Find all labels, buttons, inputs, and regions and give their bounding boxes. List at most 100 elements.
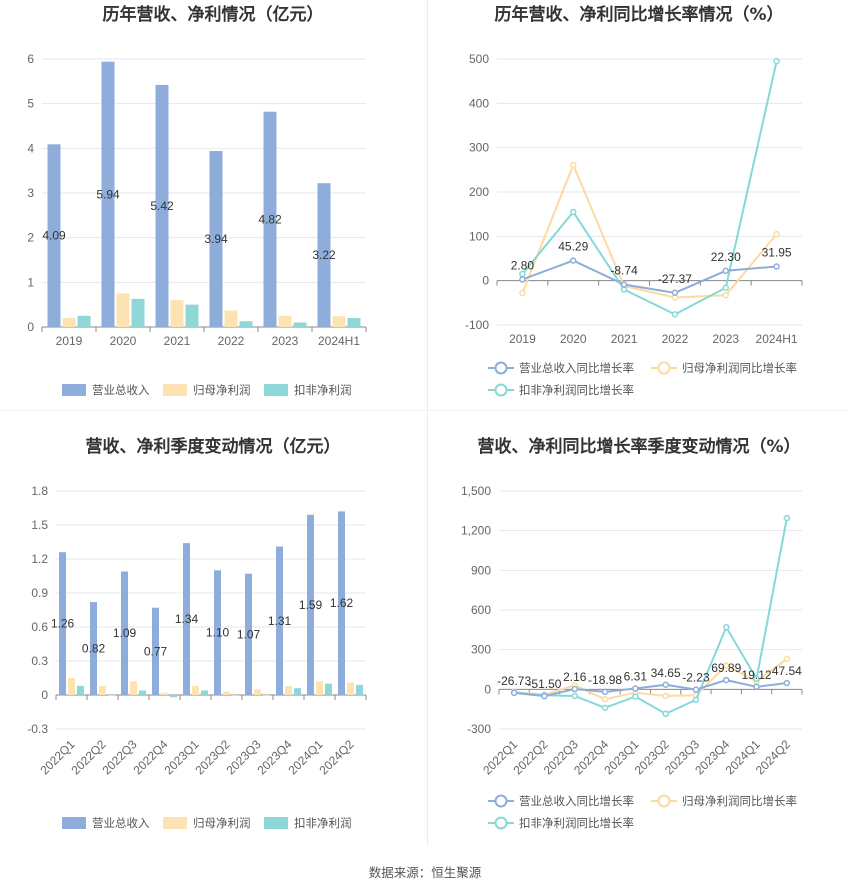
y-tick-label: 1 [27,275,34,289]
data-point [671,289,679,297]
bar-data-label: 5.94 [96,187,120,201]
bar-data-label: 1.34 [175,612,199,626]
series-line [521,60,778,316]
bar-data-label: 1.59 [299,598,323,612]
line-data-label: -26.73 [497,674,531,688]
y-tick-label: -0.3 [27,722,48,736]
y-tick-label: 0 [27,320,34,334]
bar-parent-profit [332,316,346,327]
line-data-label: 19.12 [742,668,772,682]
data-point [510,689,518,697]
legend-swatch [62,817,86,829]
legend-swatch [264,384,288,396]
legend-swatch [62,384,86,396]
y-tick-label: 900 [471,563,491,577]
data-point [541,692,548,700]
x-tick-label: 2021 [164,334,191,348]
bar-data-label: 1.26 [51,617,75,631]
line-data-label: 69.89 [711,661,741,675]
bar-parent-profit [192,685,199,695]
bar-deducted-profit [294,688,301,695]
annual-growth-chart: 历年营收、净利同比增长率情况（%） -100 0 100 200 300 400 500 201… [465,4,803,397]
bar-deducted-profit [263,695,270,696]
y-tick-label: 300 [471,643,491,657]
chart-title: 营收、净利同比增长率季度变动情况（%） [477,436,800,457]
bar-data-label: 4.09 [42,229,66,243]
legend-label: 归母净利润 [193,383,251,397]
legend-label: 扣非净利润同比增长率 [519,816,634,830]
bar-revenue [183,543,190,695]
bar-deducted-profit [347,318,361,327]
y-tick-label: 100 [469,229,489,243]
x-tick-label: 2020 [110,334,137,348]
bar-parent-profit [170,300,184,327]
bar-data-label: 3.22 [312,248,336,262]
y-tick-label: 1.2 [31,552,48,566]
y-tick-label: 6 [27,52,34,66]
line-data-label: -8.74 [610,264,638,278]
data-point [722,292,729,299]
legend-swatch [163,817,187,829]
data-point [662,692,669,700]
y-tick-label: 0.9 [31,586,48,600]
data-point [632,685,639,692]
legend-marker [494,794,508,808]
y-tick-label: 2 [27,231,34,245]
data-point [620,281,628,288]
y-tick-label: 1.8 [31,484,48,498]
bar-deducted-profit [239,321,253,327]
bar-data-label: 1.07 [237,627,261,641]
quarterly-amount-chart: 营收、净利季度变动情况（亿元） -0.3 0 0.3 0.6 0.9 1.2 1.5 1.8 20… [27,436,367,830]
bar-deducted-profit [77,315,91,327]
data-point [722,267,729,275]
bar-revenue [90,602,97,695]
line-data-label: -27.37 [658,272,692,286]
legend-marker [494,383,508,397]
x-tick-label: 2022 [662,332,689,346]
bar-deducted-profit [293,322,307,327]
data-point [783,679,791,687]
bar-data-label: 4.82 [258,212,282,226]
series-line [514,517,788,715]
bar-deducted-profit [77,685,84,695]
chart-title: 历年营收、净利同比增长率情况（%） [494,4,783,25]
data-point [570,161,577,169]
data-point [773,230,780,238]
y-tick-label: 1.5 [31,518,48,532]
bar-revenue [307,514,314,695]
series-line [521,162,778,299]
x-tick-label: 2023 [272,334,299,348]
y-tick-label: -100 [465,318,489,332]
x-tick-label: 2019 [56,334,83,348]
legend-label: 营业总收入 [92,816,150,830]
legend-label: 扣非净利润同比增长率 [519,383,634,397]
data-point [662,681,669,689]
bar-revenue [245,573,252,695]
bar-revenue [263,111,277,327]
annual-amount-chart: 历年营收、净利情况（亿元） 0 1 2 3 4 5 6 2019 2020 2021 2022 2023… [27,4,367,397]
chart-title: 历年营收、净利情况（亿元） [103,4,324,25]
legend-label: 扣非净利润 [294,383,352,397]
bar-deducted-profit [108,695,115,696]
bar-deducted-profit [185,304,199,327]
legend-label: 营业总收入 [92,383,150,397]
bar-data-label: 0.82 [82,642,106,656]
bar-data-label: 0.77 [144,644,168,658]
bar-revenue [214,570,221,695]
data-point [783,655,791,663]
bar-deducted-profit [131,298,145,327]
x-tick-label: 2024Q2 [753,737,793,777]
bar-data-label: 1.31 [268,614,292,628]
line-data-label: 2.16 [563,670,587,684]
x-tick-label: 2019 [509,332,536,346]
x-tick-label: 2022 [218,334,245,348]
bar-deducted-profit [356,684,363,695]
bar-revenue [317,183,331,327]
line-data-label: 34.65 [651,666,681,680]
x-tick-label: 2021 [611,332,638,346]
data-point [692,696,700,704]
legend-label: 营业总收入同比增长率 [519,794,634,808]
y-tick-label: 5 [27,97,34,111]
data-point [723,662,730,669]
line-data-label: 2.80 [511,258,535,272]
